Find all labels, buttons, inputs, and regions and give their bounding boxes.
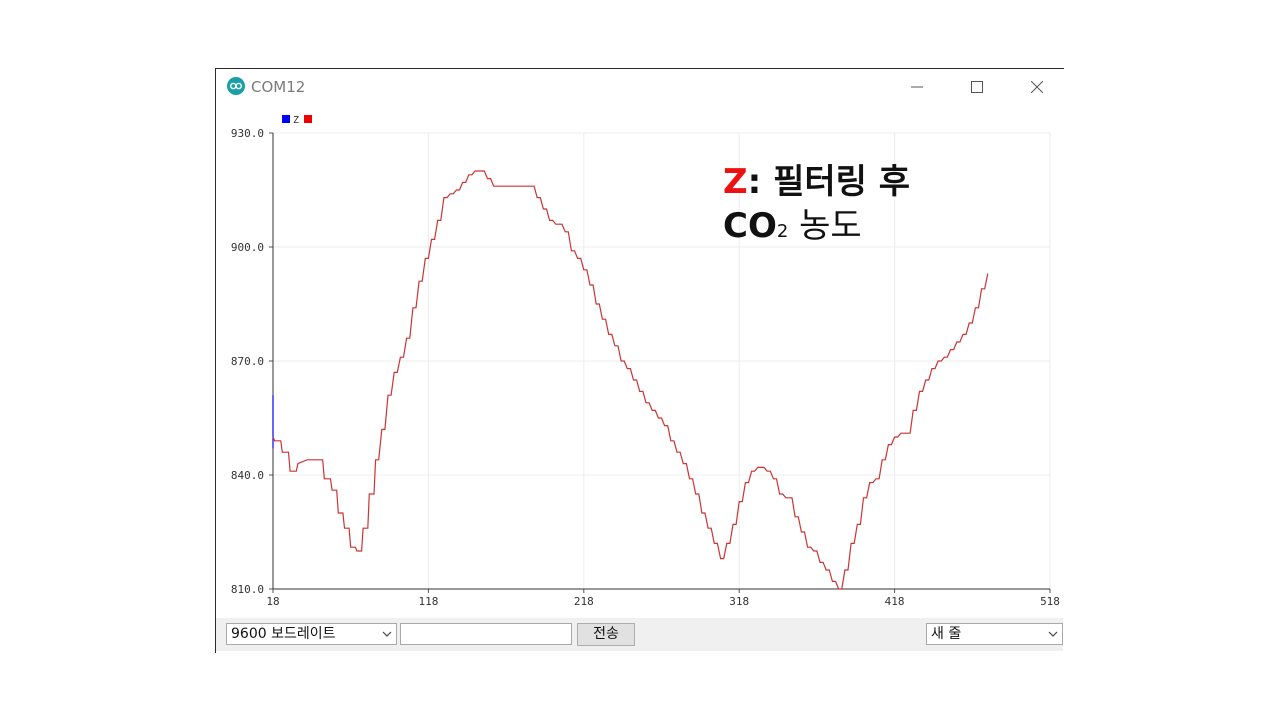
line-ending-select[interactable]: 새 줄	[926, 623, 1063, 645]
serial-plotter-window: COM12 18 118 218 318 418 518 930.0 900.0 870.0 84…	[215, 68, 1064, 653]
annotation-line-2: CO2 농도	[723, 202, 910, 256]
chart-annotation: Z: 필터링 후 CO2 농도	[723, 162, 910, 256]
annotation-line-1: Z: 필터링 후	[723, 162, 910, 202]
x-tick-label: 318	[729, 595, 749, 608]
maximize-button[interactable]	[957, 73, 997, 101]
x-tick-label: 18	[266, 595, 279, 608]
baud-rate-select[interactable]: 9600 보드레이트	[226, 623, 397, 645]
y-tick-label: 870.0	[231, 355, 264, 368]
line-chart: 18 118 218 318 418 518 930.0 900.0 870.0 840.0 810…	[231, 115, 1060, 608]
series-line-2	[272, 170, 989, 590]
y-tick-label: 840.0	[231, 469, 264, 482]
x-tick-label: 118	[418, 595, 438, 608]
title-bar[interactable]: COM12	[216, 69, 1064, 105]
plot-area: 18 118 218 318 418 518 930.0 900.0 870.0 840.0 810…	[216, 105, 1064, 651]
arduino-logo-icon	[227, 77, 245, 95]
maximize-icon	[971, 81, 983, 93]
legend-label-z: Z	[293, 115, 299, 126]
close-button[interactable]	[1017, 73, 1057, 101]
send-button[interactable]: 전송	[577, 623, 635, 646]
annotation-co-text: CO	[723, 206, 777, 246]
y-tick-label: 930.0	[231, 127, 264, 140]
legend-swatch-blue	[282, 115, 290, 123]
minimize-icon	[911, 86, 923, 88]
serial-input[interactable]	[400, 623, 572, 645]
annotation-subscript: 2	[776, 221, 789, 242]
y-tick-label: 810.0	[231, 583, 264, 596]
annotation-z-label: Z	[723, 162, 748, 202]
chevron-down-icon	[382, 631, 392, 637]
chevron-down-icon	[1048, 631, 1058, 637]
bottom-toolbar: 9600 보드레이트 전송 새 줄	[216, 618, 1063, 651]
minimize-button[interactable]	[897, 73, 937, 101]
x-tick-label: 418	[885, 595, 905, 608]
annotation-line-1-text: : 필터링 후	[747, 162, 911, 202]
x-tick-label: 518	[1040, 595, 1060, 608]
x-tick-label: 218	[574, 595, 594, 608]
close-icon	[1031, 81, 1043, 93]
line-ending-value: 새 줄	[931, 626, 962, 642]
y-tick-label: 900.0	[231, 241, 264, 254]
legend-swatch-red	[304, 115, 312, 123]
window-title: COM12	[251, 78, 306, 96]
baud-rate-value: 9600 보드레이트	[231, 626, 336, 642]
annotation-line-2-text: 농도	[788, 206, 862, 246]
